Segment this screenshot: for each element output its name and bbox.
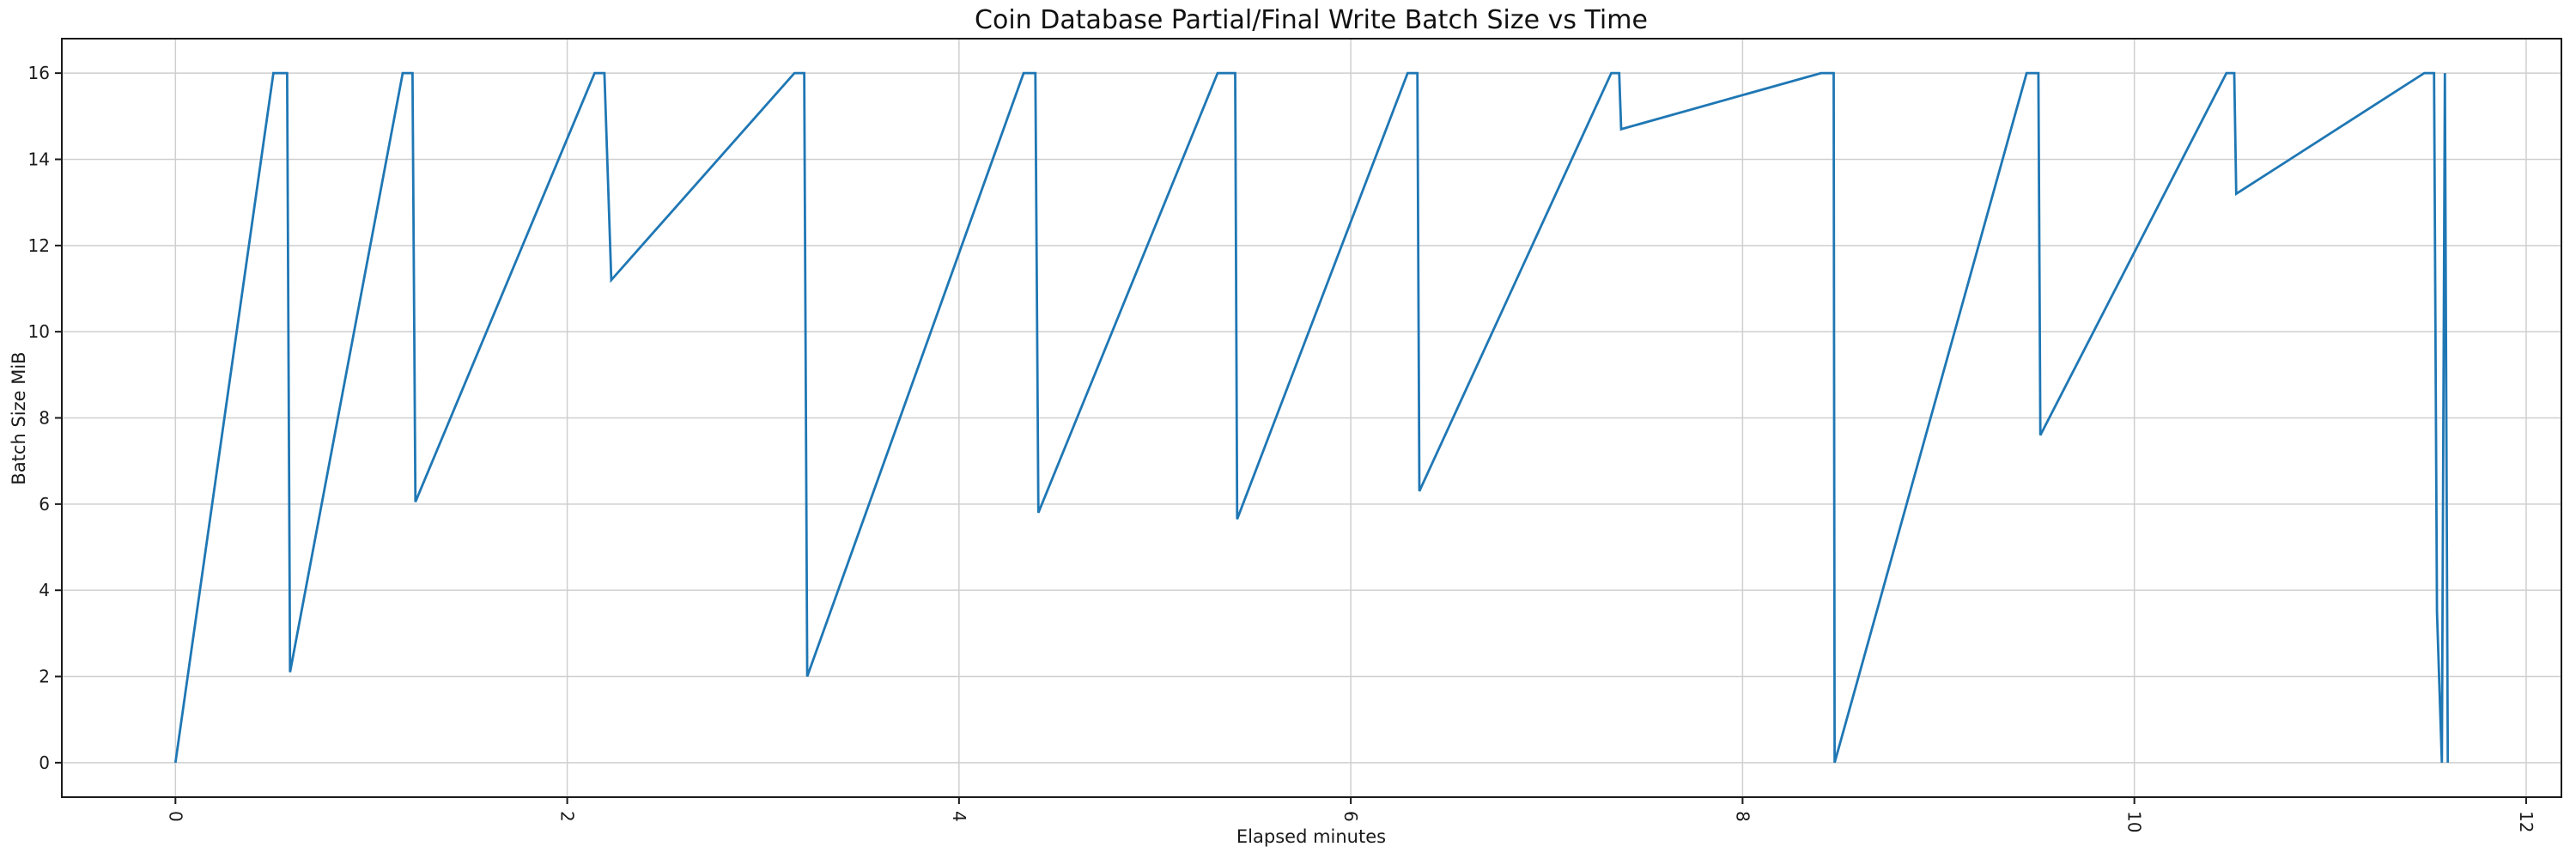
y-tick-label: 6 xyxy=(39,494,50,515)
x-tick-label: 12 xyxy=(2516,811,2537,832)
x-tick-label: 8 xyxy=(1732,811,1753,822)
y-tick-label: 8 xyxy=(39,408,50,429)
y-tick-label: 12 xyxy=(28,235,50,256)
x-tick-label: 6 xyxy=(1340,811,1361,822)
series-line-batch-size-mib xyxy=(173,71,2450,764)
x-axis-label: Elapsed minutes xyxy=(1236,826,1387,847)
y-tick-label: 4 xyxy=(39,580,50,600)
y-tick-label: 2 xyxy=(39,667,50,687)
x-tick-label: 10 xyxy=(2124,811,2145,832)
y-tick-label: 0 xyxy=(39,752,50,773)
chart-title: Coin Database Partial/Final Write Batch … xyxy=(975,5,1648,35)
x-tick-label: 0 xyxy=(165,811,185,822)
y-tick-label: 16 xyxy=(28,63,50,83)
x-tick-label: 2 xyxy=(557,811,578,822)
x-tick-label: 4 xyxy=(949,811,969,822)
y-tick-label: 14 xyxy=(28,149,50,169)
y-tick-label: 10 xyxy=(28,321,50,342)
y-axis-label: Batch Size MiB xyxy=(9,351,29,485)
